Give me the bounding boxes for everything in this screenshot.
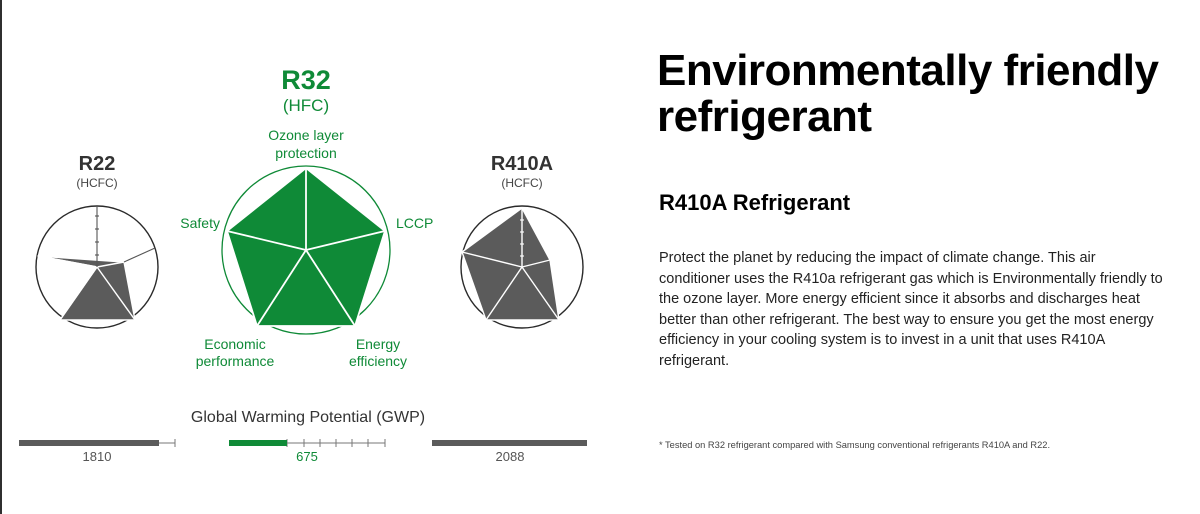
label-energy-line1: Energy [356, 336, 400, 352]
label-economic-line1: Economic [204, 336, 265, 352]
r410a-type: (HCFC) [501, 176, 542, 190]
r410a-ticks [520, 219, 524, 257]
r32-spokes [226, 168, 386, 327]
r32-type: (HFC) [283, 96, 329, 115]
refrigerant-comparison-graphic: R22 (HCFC) R32 (HFC) Ozone layer protect… [19, 65, 587, 464]
r22-name: R22 [79, 153, 116, 175]
gwp-title: Global Warming Potential (GWP) [191, 409, 425, 426]
gwp-value-r410a: 2088 [496, 449, 525, 464]
gwp-bar-r22-fill [19, 440, 159, 446]
footnote: * Tested on R32 refrigerant compared wit… [659, 440, 1051, 450]
r410a-spokes-white [461, 208, 560, 321]
label-economic-line2: performance [196, 353, 275, 369]
description-paragraph: Protect the planet by reducing the impac… [659, 250, 1163, 369]
gwp-value-r22: 1810 [83, 449, 112, 464]
label-lccp: LCCP [396, 215, 433, 231]
r32-name: R32 [281, 65, 331, 95]
r22-spokes-white [37, 255, 136, 321]
r410a-name: R410A [491, 153, 553, 175]
gwp-bar-r410a: 2088 [432, 440, 587, 464]
left-border-line [0, 0, 2, 514]
gwp-bar-r22: 1810 [19, 439, 176, 464]
r410a-radar: R410A (HCFC) [460, 153, 584, 329]
gwp-bar-r32: 675 [229, 439, 386, 464]
section-subheading: R410A Refrigerant [659, 190, 851, 215]
r32-radar: R32 (HFC) Ozone layer protection Safety … [180, 65, 433, 369]
label-ozone-line1: Ozone layer [268, 127, 344, 143]
page-headline: Environmentally friendly refrigerant [657, 46, 1159, 141]
r22-radar: R22 (HCFC) [35, 153, 159, 329]
label-ozone-line2: protection [275, 145, 336, 161]
refrigerant-radar-svg: R22 (HCFC) R32 (HFC) Ozone layer protect… [19, 65, 587, 464]
r22-type: (HCFC) [76, 176, 117, 190]
gwp-value-r32: 675 [296, 449, 318, 464]
gwp-bar-r410a-fill [432, 440, 587, 446]
label-safety: Safety [180, 215, 220, 231]
label-energy-line2: efficiency [349, 353, 407, 369]
gwp-section: Global Warming Potential (GWP) 1810 [19, 409, 587, 464]
gwp-bar-r32-fill [229, 440, 287, 446]
r22-spokes-outer [95, 206, 156, 267]
